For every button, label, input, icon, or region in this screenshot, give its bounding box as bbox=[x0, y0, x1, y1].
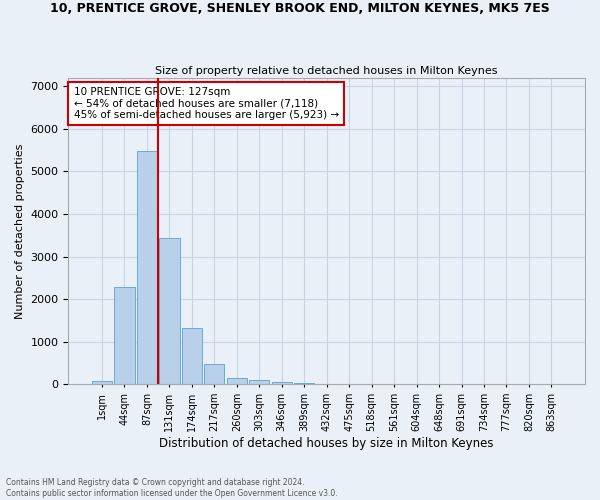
Bar bbox=[92, 381, 112, 384]
Text: Contains HM Land Registry data © Crown copyright and database right 2024.
Contai: Contains HM Land Registry data © Crown c… bbox=[6, 478, 338, 498]
Bar bbox=[272, 382, 292, 384]
Bar bbox=[249, 380, 269, 384]
Text: 10, PRENTICE GROVE, SHENLEY BROOK END, MILTON KEYNES, MK5 7ES: 10, PRENTICE GROVE, SHENLEY BROOK END, M… bbox=[50, 2, 550, 16]
Bar bbox=[227, 378, 247, 384]
Bar bbox=[204, 364, 224, 384]
Bar bbox=[115, 287, 134, 384]
Y-axis label: Number of detached properties: Number of detached properties bbox=[15, 144, 25, 318]
Bar bbox=[182, 328, 202, 384]
Text: 10 PRENTICE GROVE: 127sqm
← 54% of detached houses are smaller (7,118)
45% of se: 10 PRENTICE GROVE: 127sqm ← 54% of detac… bbox=[74, 87, 338, 120]
Bar bbox=[159, 238, 179, 384]
X-axis label: Distribution of detached houses by size in Milton Keynes: Distribution of detached houses by size … bbox=[160, 437, 494, 450]
Bar bbox=[137, 151, 157, 384]
Bar bbox=[294, 383, 314, 384]
Title: Size of property relative to detached houses in Milton Keynes: Size of property relative to detached ho… bbox=[155, 66, 498, 76]
